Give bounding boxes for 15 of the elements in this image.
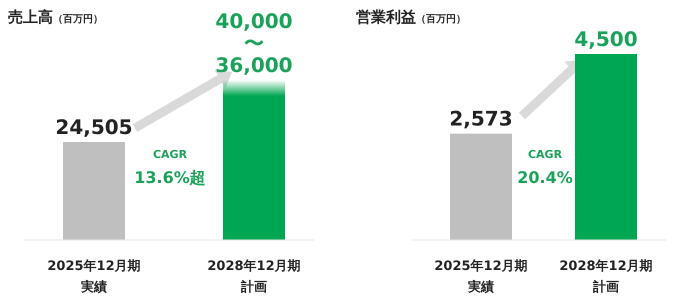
annotation: CAGR <box>152 148 188 161</box>
data-label: 2,573 <box>449 106 513 131</box>
data-label: 4,500 <box>574 27 638 51</box>
annotation: CAGR <box>528 148 563 161</box>
x-tick-label: 2028年12月期計画 <box>207 259 301 295</box>
chart-subtitle: （百万円） <box>53 14 103 25</box>
annotation: 20.4% <box>517 168 573 187</box>
chart-subtitle: （百万円） <box>416 14 466 25</box>
x-tick-label: 2025年12月期実績 <box>47 259 141 295</box>
x-tick-label: 2028年12月期計画 <box>559 259 653 295</box>
data-label: 24,505 <box>55 114 133 139</box>
annotation: 40,000 〜 <box>215 9 293 55</box>
data-label: 36,000 <box>215 53 293 77</box>
x-tick-label: 2025年12月期実績 <box>434 259 528 295</box>
annotation: 13.6%超 <box>134 168 206 187</box>
